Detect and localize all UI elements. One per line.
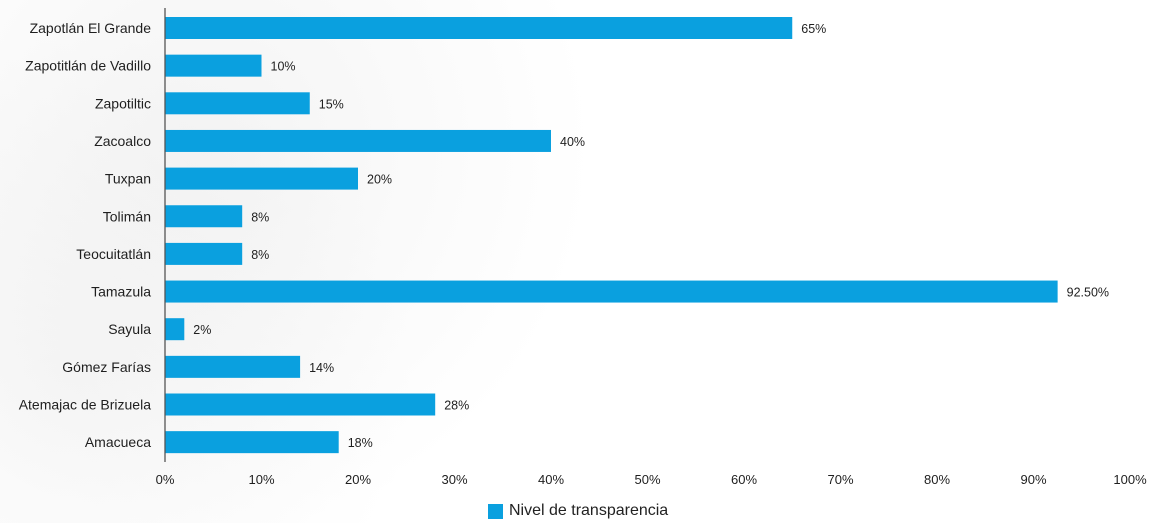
x-tick-label: 30% — [441, 472, 467, 487]
legend-swatch — [488, 503, 503, 519]
bar — [165, 431, 339, 454]
bar — [165, 205, 243, 228]
category-label: Teocuitatlán — [76, 246, 151, 262]
bar — [165, 242, 243, 265]
category-label: Gómez Farías — [62, 359, 151, 375]
x-tick-label: 0% — [156, 472, 175, 487]
axis-layer: 0% 10% 20% 30% 40% 50% 60% 70% 80% 90% 100% — [156, 8, 1147, 487]
legend-label: Nivel de transparencia — [509, 502, 669, 519]
category-label: Sayula — [108, 321, 151, 337]
x-tick-label: 100% — [1113, 472, 1147, 487]
category-label: Zapotlán El Grande — [30, 20, 152, 36]
category-label: Zapotiltic — [95, 95, 151, 111]
x-tick-label: 20% — [345, 472, 371, 487]
category-label: Tolimán — [103, 208, 151, 224]
bar — [165, 17, 793, 39]
bar — [165, 167, 358, 190]
value-label: 8% — [251, 248, 269, 262]
category-label: Amacueca — [85, 434, 151, 450]
x-tick-label: 10% — [248, 472, 274, 487]
value-label: 8% — [251, 210, 269, 224]
value-label: 65% — [801, 22, 826, 36]
value-label: 40% — [560, 135, 585, 149]
value-label: 15% — [319, 97, 344, 111]
value-label: 18% — [348, 436, 373, 450]
bar — [165, 129, 551, 152]
labels-layer: Zapotlán El Grande 65% Zapotitlán de Vadil… — [19, 20, 1109, 450]
value-label: 10% — [271, 60, 296, 74]
x-tick-label: 60% — [731, 472, 757, 487]
bar — [165, 355, 301, 378]
value-label: 92.50% — [1067, 286, 1109, 300]
x-tick-label: 70% — [827, 472, 853, 487]
bar — [165, 318, 185, 341]
category-label: Zacoalco — [94, 133, 151, 149]
category-label: Atemajac de Brizuela — [19, 397, 152, 413]
bar — [165, 393, 436, 416]
x-tick-label: 80% — [924, 472, 950, 487]
value-label: 2% — [193, 323, 211, 337]
legend: Nivel de transparencia — [488, 502, 668, 520]
x-tick-label: 90% — [1020, 472, 1046, 487]
value-label: 28% — [444, 399, 469, 413]
value-label: 14% — [309, 361, 334, 375]
bars-layer — [165, 17, 1058, 454]
x-tick-label: 50% — [634, 472, 660, 487]
category-label: Tamazula — [91, 284, 151, 300]
bar — [165, 54, 262, 77]
bar — [165, 280, 1058, 303]
category-label: Zapotitlán de Vadillo — [25, 58, 151, 74]
bar — [165, 92, 310, 115]
category-label: Tuxpan — [105, 171, 151, 187]
x-tick-label: 40% — [538, 472, 564, 487]
value-label: 20% — [367, 173, 392, 187]
